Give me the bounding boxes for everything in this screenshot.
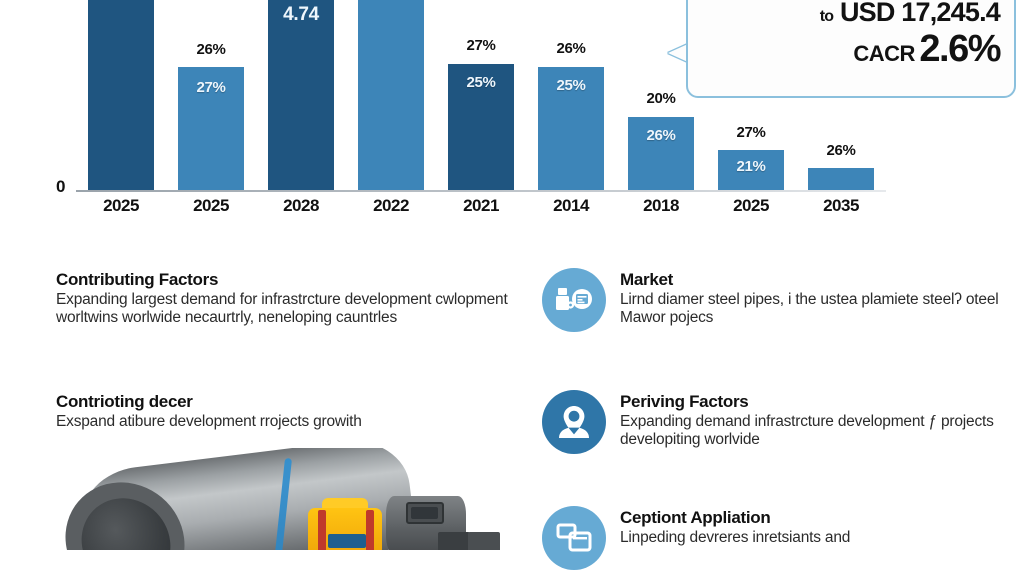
callout-line-3: CACR 2.6%	[704, 28, 1001, 70]
feature-title: Periving Factors	[620, 392, 749, 411]
bar-slot[interactable]: 27% 21%	[718, 0, 784, 191]
x-tick-label: 2022	[373, 196, 409, 215]
factory-chart-icon-glyph	[556, 288, 592, 310]
chart-bar[interactable]: 27% 25%	[448, 37, 514, 191]
chart-bar[interactable]	[88, 0, 154, 191]
bar-top-label: 26%	[196, 41, 226, 58]
feature-block-contributing-factors: Contributing Factors Expanding largest d…	[56, 268, 526, 327]
machine-window	[328, 534, 366, 548]
bar-top-label: 4.74	[283, 4, 319, 25]
feature-title: Contributing Factors	[56, 270, 219, 289]
bar-top-label: 20%	[646, 90, 676, 107]
x-tick-label: 2025	[193, 196, 229, 215]
bar-top-label: 26%	[556, 40, 586, 57]
chart-bar[interactable]: 26% 25%	[538, 40, 604, 191]
bar-slot[interactable]	[358, 0, 424, 191]
person-location-icon-glyph	[559, 406, 589, 438]
equipment-box-a-inner	[411, 507, 438, 519]
chart-bar[interactable]: 27% 21%	[718, 124, 784, 191]
feature-text: Market Lirnd diamer steel pipes, i the u…	[620, 268, 1022, 327]
factory-chart-icon	[542, 268, 606, 332]
machine-bar-left	[318, 510, 326, 550]
feature-text: Contributing Factors Expanding largest d…	[56, 268, 526, 327]
cagr-value: 2.6%	[919, 28, 1001, 70]
chart-bar[interactable]: 20% 26%	[628, 90, 694, 191]
bar-slot[interactable]: 26% 25%	[538, 0, 604, 191]
x-tick-label: 2018	[643, 196, 679, 215]
x-tick-label: 2021	[463, 196, 499, 215]
feature-block-market: Market Lirnd diamer steel pipes, i the u…	[542, 268, 1022, 332]
bar-inner-label: 25%	[466, 74, 496, 91]
layers-window-icon	[542, 506, 606, 570]
bar-slot[interactable]: 26%	[808, 0, 874, 191]
feature-text: Ceptiont Appliation Linpeding devreres i…	[620, 506, 850, 547]
x-tick-label: 2025	[103, 196, 139, 215]
feature-block-periving-factors: Periving Factors Expanding demand infras…	[542, 390, 1022, 454]
callout-line-2: to USD 17,245.4	[704, 0, 1001, 27]
feature-text: Contrioting decer Exspand atibure develo…	[56, 390, 362, 431]
feature-block-contrioting-decer: Contrioting decer Exspand atibure develo…	[56, 390, 526, 431]
bar-slot[interactable]: 27% 25%	[448, 0, 514, 191]
equipment-box-b	[438, 532, 470, 550]
person-location-icon	[542, 390, 606, 454]
feature-body: Exspand atibure development rrojects gro…	[56, 413, 362, 430]
bar-top-label: 27%	[736, 124, 766, 141]
bar-slot[interactable]: 20% 26%	[628, 0, 694, 191]
x-tick-label: 2028	[283, 196, 319, 215]
bar-chart: 26% 27% 4.74 27% 25%	[0, 0, 1024, 232]
machine-bar-right	[366, 510, 374, 550]
chart-bar[interactable]: 26% 27%	[178, 41, 244, 191]
market-value-callout: USD 10,344.7 Million to USD 17,245.4 CAC…	[686, 0, 1016, 98]
chart-bar[interactable]: 26%	[808, 142, 874, 191]
equipment-box-c	[468, 532, 500, 550]
bar-slot[interactable]: 26% 27%	[178, 0, 244, 191]
feature-block-ceptiont-appliation: Ceptiont Appliation Linpeding devreres i…	[542, 506, 1022, 570]
x-tick-label: 2035	[823, 196, 859, 215]
chart-plot-area: 26% 27% 4.74 27% 25%	[88, 0, 888, 191]
bar-top-label: 26%	[826, 142, 856, 159]
bar-inner-label: 27%	[196, 79, 226, 96]
cagr-label: CACR	[853, 41, 915, 66]
bar-inner-label: 26%	[646, 127, 676, 144]
bar-inner-label: 25%	[556, 77, 586, 94]
x-tick-label: 2014	[553, 196, 589, 215]
feature-body: Lirnd diamer steel pipes, i the ustea pl…	[620, 291, 999, 326]
feature-text: Periving Factors Expanding demand infras…	[620, 390, 1022, 449]
bar-top-label: 27%	[466, 37, 496, 54]
feature-title: Contrioting decer	[56, 392, 193, 411]
x-tick-label: 2025	[733, 196, 769, 215]
layers-window-icon-glyph	[556, 523, 592, 552]
x-axis-line	[76, 190, 886, 192]
feature-body: Expanding largest demand for infrastrctu…	[56, 291, 508, 326]
feature-body: Linpeding devreres inretsiants and	[620, 529, 851, 546]
feature-body: Expanding demand infrastrcture developme…	[620, 413, 994, 448]
feature-title: Market	[620, 270, 674, 289]
chart-bar[interactable]	[358, 0, 424, 191]
bar-inner-label: 21%	[736, 158, 766, 175]
y-axis-tick-zero: 0	[56, 177, 66, 196]
bar-slot[interactable]	[88, 0, 154, 191]
callout-target-value: USD 17,245.4	[839, 0, 1001, 27]
callout-tail	[668, 44, 688, 62]
steel-pipe-illustration	[30, 448, 500, 550]
bar-slot[interactable]: 4.74	[268, 0, 334, 191]
feature-title: Ceptiont Appliation	[620, 508, 771, 527]
chart-bar[interactable]: 4.74	[268, 0, 334, 191]
callout-to-label: to	[819, 8, 834, 25]
